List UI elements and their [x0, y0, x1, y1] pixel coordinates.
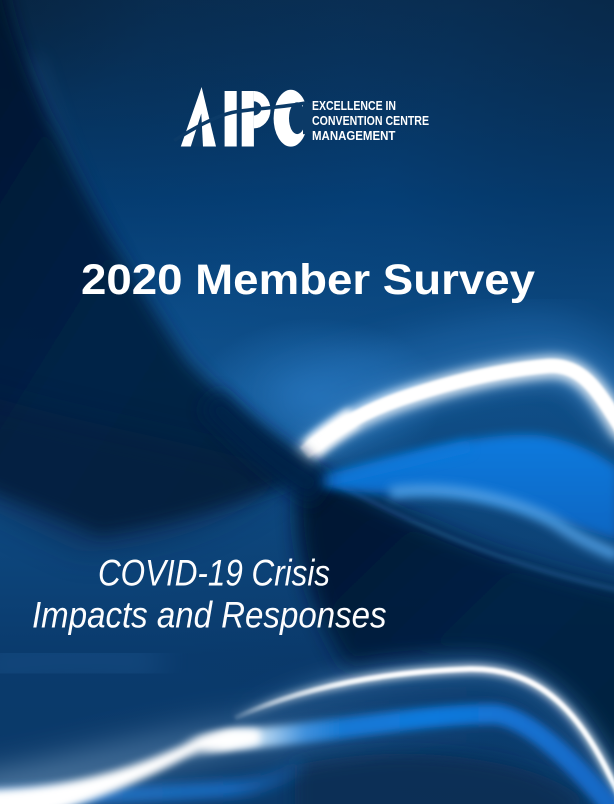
svg-text:2020 Member Survey: 2020 Member Survey	[81, 256, 535, 304]
svg-text:MANAGEMENT: MANAGEMENT	[312, 128, 395, 143]
svg-text:CONVENTION CENTRE: CONVENTION CENTRE	[312, 113, 429, 128]
svg-text:Impacts and Responses: Impacts and Responses	[32, 594, 387, 635]
svg-text:COVID-19 Crisis: COVID-19 Crisis	[98, 553, 330, 594]
svg-text:EXCELLENCE IN: EXCELLENCE IN	[312, 98, 396, 113]
